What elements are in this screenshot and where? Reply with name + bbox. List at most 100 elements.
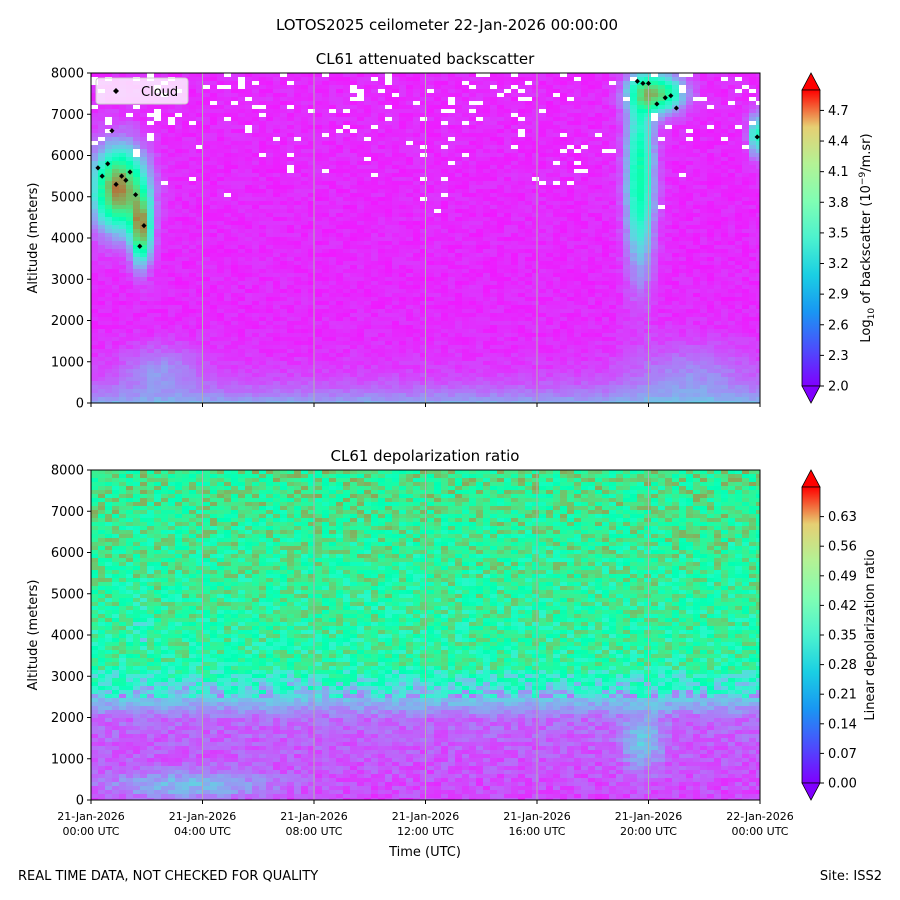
colorbar-tick-label: 2.9 (828, 288, 849, 303)
x-tick-label: 08:00 UTC (285, 825, 342, 838)
backscatter-colorbar-label: Log10 of backscatter (10−9/m.sr) (858, 133, 877, 342)
depolarization-xlabel: Time (UTC) (388, 845, 461, 860)
y-tick-label: 8000 (51, 464, 84, 479)
colorbar-tick-label: 0.63 (828, 510, 857, 525)
x-tick-label: 00:00 UTC (62, 825, 119, 838)
backscatter-title: CL61 attenuated backscatter (316, 50, 535, 68)
depolarization-colorbar-top-extend (801, 469, 821, 488)
colorbar-tick-label: 0.56 (828, 540, 857, 555)
x-tick-label: 21-Jan-2026 (169, 810, 237, 823)
y-tick-label: 3000 (51, 273, 84, 288)
cloud-marker (668, 93, 674, 99)
backscatter-y-axis: 0 1000 2000 3000 4000 5000 6000 7000 8000 (51, 67, 91, 412)
depolarization-colorbar: 0.00 0.07 0.14 0.21 0.28 0.35 0.42 0.49 0.56 0.63… (801, 469, 878, 801)
backscatter-panel: CL61 attenuated backscatter 0 1000 2000 300… (26, 50, 877, 412)
x-tick-label: 21-Jan-2026 (280, 810, 348, 823)
x-tick-label: 21-Jan-2026 (57, 810, 125, 823)
colorbar-tick-label: 0.07 (828, 747, 857, 762)
y-tick-label: 5000 (51, 190, 84, 205)
depolarization-colorbar-bottom-extend (801, 782, 821, 801)
y-tick-label: 0 (76, 397, 84, 412)
x-tick-label: 00:00 UTC (731, 825, 788, 838)
cloud-legend-marker (113, 88, 119, 94)
legend-box (95, 77, 189, 105)
cloud-marker (640, 80, 646, 86)
colorbar-tick-label: 0.21 (828, 688, 857, 703)
colorbar-tick-label: 3.5 (828, 226, 849, 241)
colorbar-tick-label: 4.1 (828, 165, 849, 180)
cloud-marker (645, 80, 652, 86)
depolarization-ylabel: Altitude (meters) (26, 580, 41, 691)
colorbar-tick-label: 2.3 (828, 349, 849, 364)
site-label: Site: ISS2 (819, 869, 882, 884)
cloud-marker (99, 173, 105, 179)
depolarization-x-axis: 21-Jan-2026 00:00 UTC 21-Jan-2026 04:00 UTC… (57, 800, 794, 838)
cloud-marker (673, 105, 679, 111)
cloud-marker (95, 165, 101, 171)
cloud-marker (634, 78, 640, 84)
depolarization-colorbar-body (801, 486, 821, 784)
y-tick-label: 4000 (51, 232, 84, 247)
x-tick-label: 04:00 UTC (174, 825, 231, 838)
y-tick-label: 5000 (51, 587, 84, 602)
cloud-markers (95, 78, 760, 249)
y-tick-label: 3000 (51, 670, 84, 685)
backscatter-colorbar: 2.0 2.3 2.6 2.9 3.2 3.5 3.8 4.1 4.4 4.7 Log10 of … (801, 72, 877, 404)
cloud-marker (127, 169, 133, 175)
backscatter-ylabel: Altitude (meters) (26, 183, 41, 294)
y-tick-label: 7000 (51, 505, 84, 520)
y-tick-label: 6000 (51, 149, 84, 164)
depolarization-colorbar-label: Linear depolarization ratio (863, 549, 878, 720)
cloud-marker (133, 192, 139, 198)
colorbar-tick-label: 3.8 (828, 196, 849, 211)
y-tick-label: 6000 (51, 546, 84, 561)
backscatter-gridlines (202, 73, 649, 403)
colorbar-tick-label: 2.0 (828, 380, 849, 395)
cloud-marker (754, 134, 760, 140)
backscatter-x-axis (90, 403, 761, 407)
depolarization-panel: CL61 depolarization ratio 0 1000 2000 3000 4… (26, 447, 878, 860)
colorbar-tick-label: 4.7 (828, 104, 849, 119)
cloud-marker (123, 177, 129, 183)
y-tick-label: 1000 (51, 355, 84, 370)
depolarization-gridlines (202, 470, 649, 800)
y-tick-label: 4000 (51, 629, 84, 644)
colorbar-tick-label: 0.28 (828, 658, 857, 673)
quality-disclaimer: REAL TIME DATA, NOT CHECKED FOR QUALITY (18, 869, 319, 884)
colorbar-tick-label: 3.2 (828, 257, 849, 272)
backscatter-colorbar-bottom-extend (801, 385, 821, 404)
x-tick-label: 22-Jan-2026 (726, 810, 794, 823)
x-tick-label: 12:00 UTC (397, 825, 454, 838)
x-tick-label: 20:00 UTC (620, 825, 677, 838)
x-tick-label: 21-Jan-2026 (392, 810, 460, 823)
x-tick-label: 16:00 UTC (508, 825, 565, 838)
y-tick-label: 2000 (51, 314, 84, 329)
x-tick-label: 21-Jan-2026 (615, 810, 683, 823)
colorbar-tick-label: 0.35 (828, 629, 857, 644)
y-tick-label: 0 (76, 794, 84, 809)
colorbar-tick-label: 0.49 (828, 569, 857, 584)
legend-entry-cloud: Cloud (141, 85, 178, 100)
depolarization-heatmap (91, 470, 760, 800)
depolarization-y-axis: 0 1000 2000 3000 4000 5000 6000 7000 8000 (51, 464, 91, 809)
x-tick-label: 21-Jan-2026 (503, 810, 571, 823)
depolarization-title: CL61 depolarization ratio (331, 447, 520, 465)
colorbar-tick-label: 4.4 (828, 135, 849, 150)
cloud-marker (137, 243, 143, 249)
cloud-marker (109, 128, 115, 134)
y-tick-label: 7000 (51, 108, 84, 123)
cloud-marker (119, 173, 125, 179)
colorbar-tick-label: 2.6 (828, 318, 849, 333)
colorbar-tick-label: 0.00 (828, 777, 857, 792)
cloud-marker (662, 95, 668, 101)
cloud-marker (654, 101, 660, 107)
y-tick-label: 2000 (51, 711, 84, 726)
backscatter-colorbar-top-extend (801, 72, 821, 91)
backscatter-colorbar-body (801, 89, 821, 387)
colorbar-tick-label: 0.14 (828, 717, 857, 732)
cloud-marker (141, 223, 147, 229)
y-tick-label: 8000 (51, 67, 84, 82)
backscatter-heatmap (91, 73, 760, 403)
cloud-marker (105, 161, 111, 167)
